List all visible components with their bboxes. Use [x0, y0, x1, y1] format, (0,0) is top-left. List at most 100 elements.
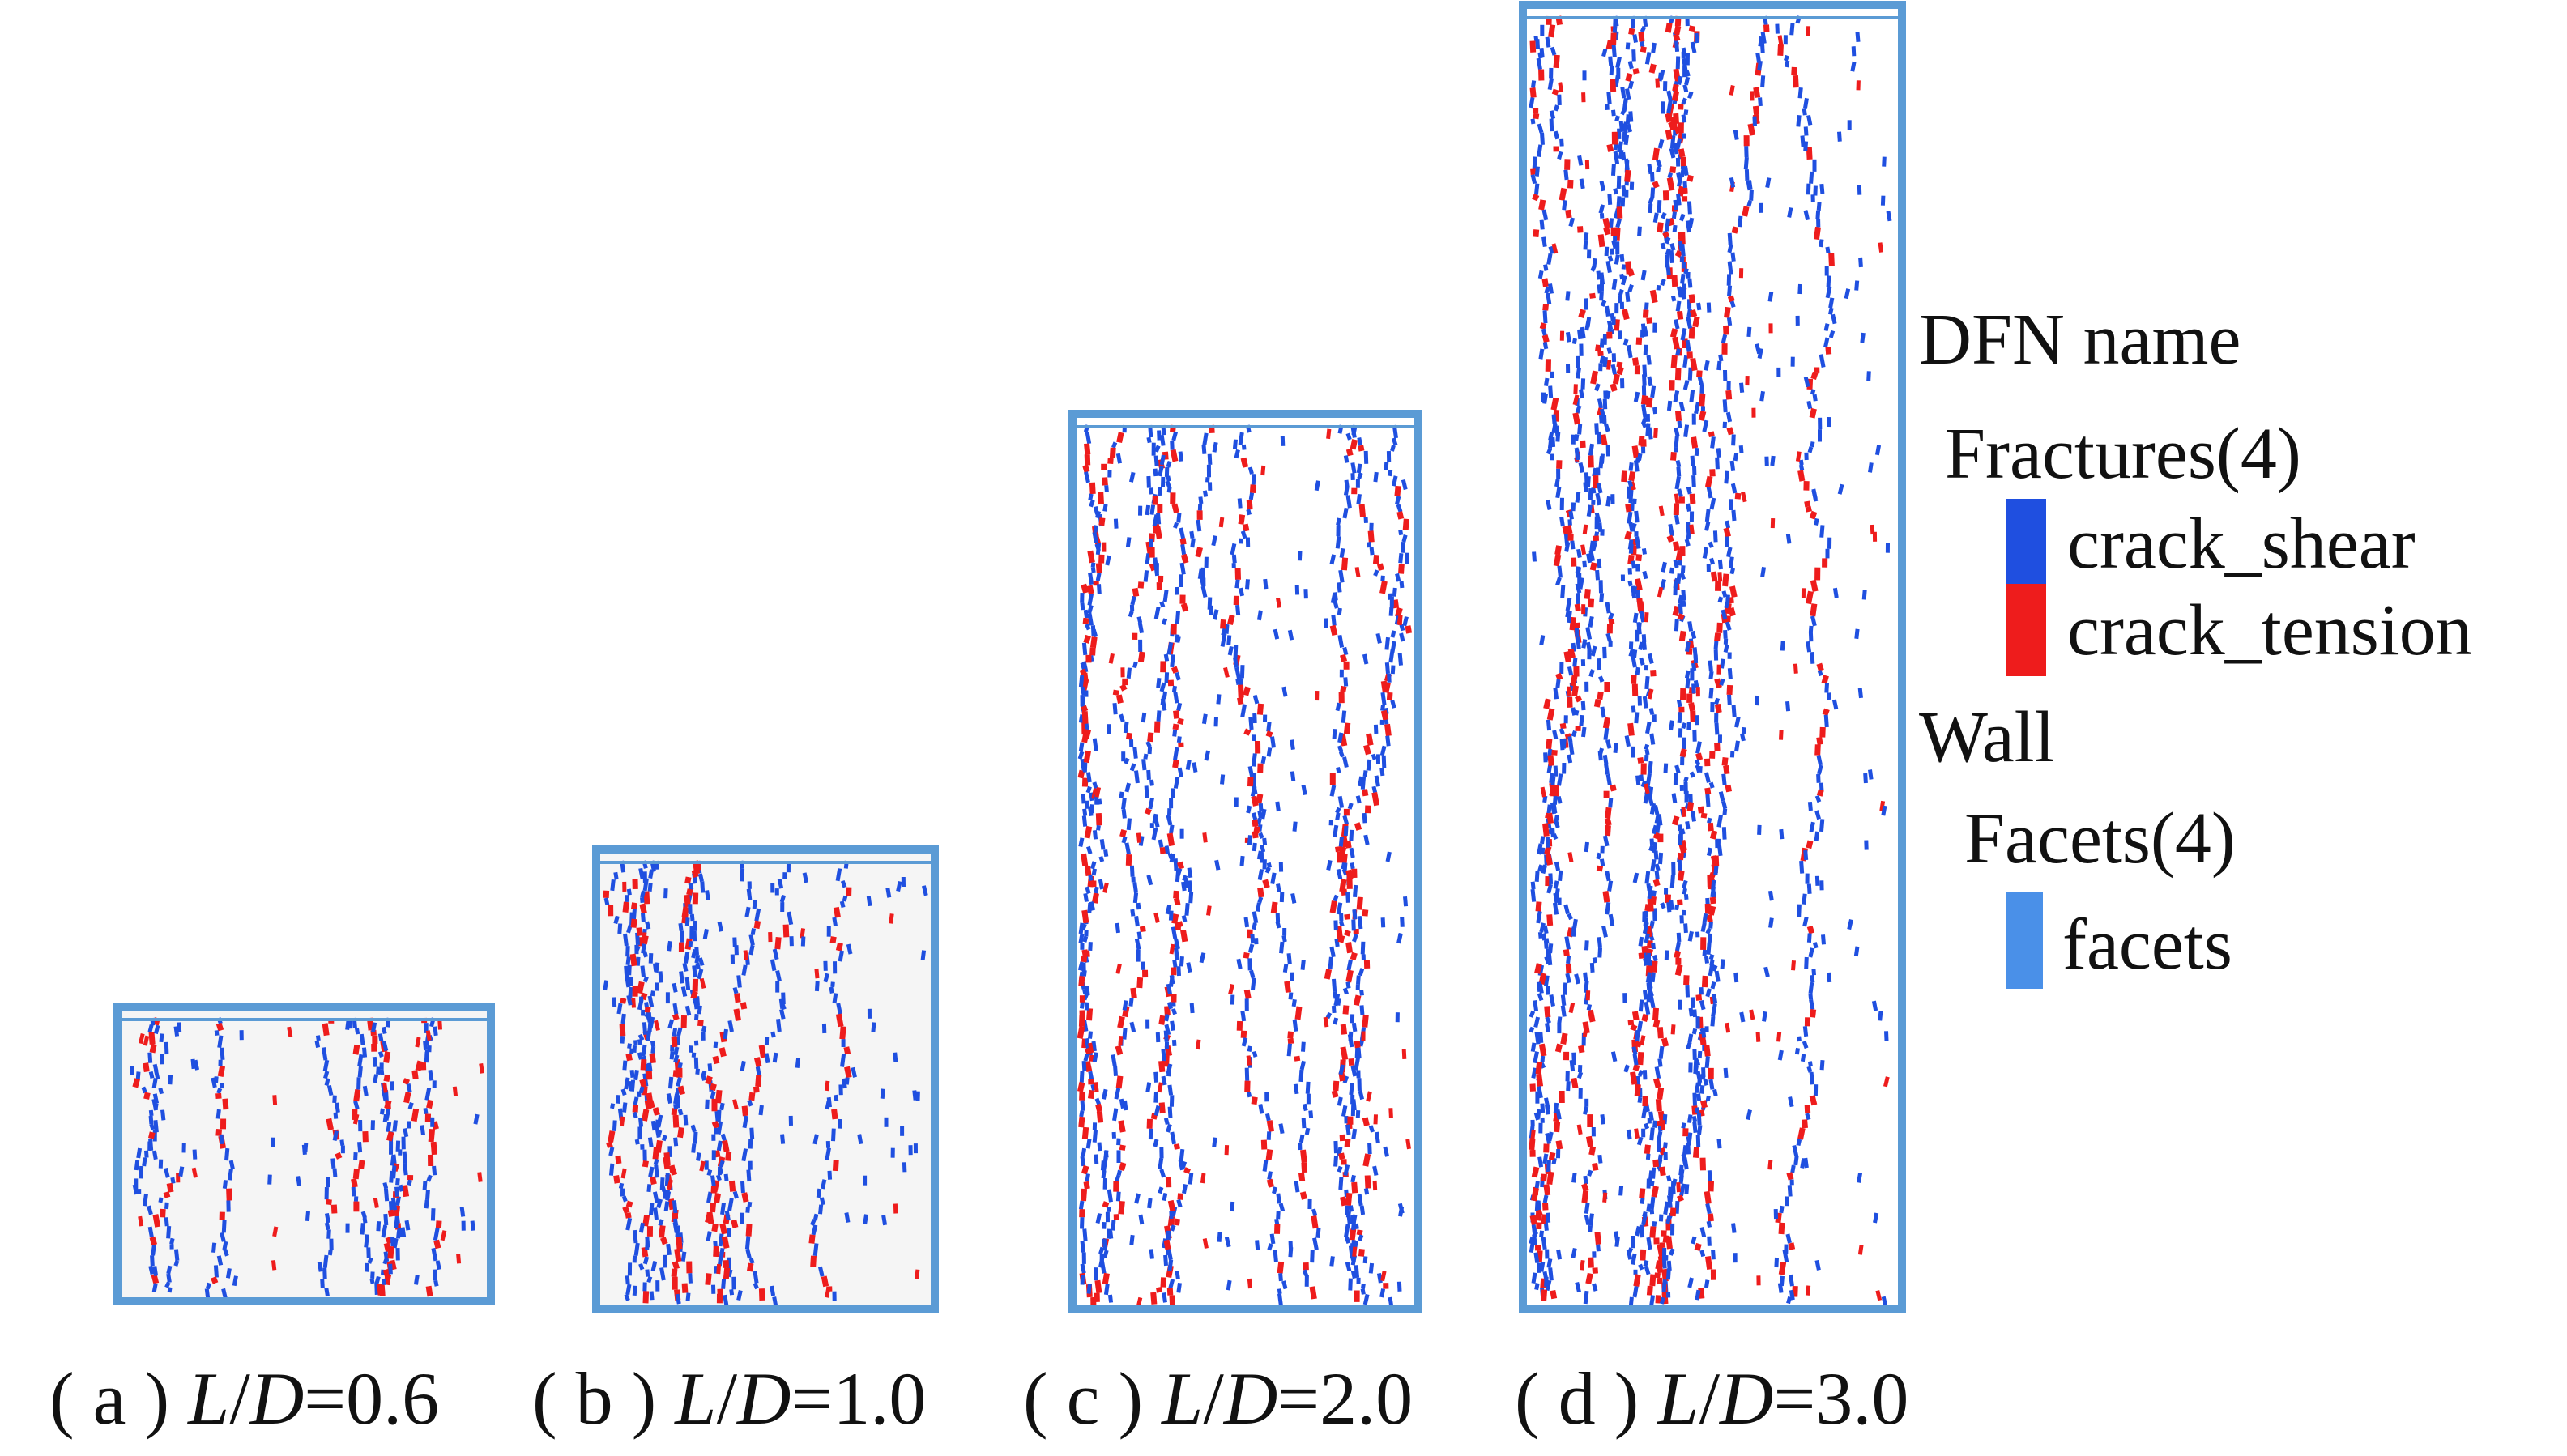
crack: [1205, 477, 1210, 483]
crack: [1625, 292, 1631, 303]
crack: [1796, 114, 1802, 127]
crack: [1638, 999, 1644, 1012]
crack: [1179, 562, 1186, 575]
crack: [638, 1086, 645, 1094]
crack: [1095, 1212, 1102, 1224]
crack: [1546, 1171, 1554, 1185]
crack: [1090, 567, 1096, 573]
crack: [1574, 622, 1580, 628]
crack: [1385, 851, 1392, 862]
crack: [1251, 977, 1256, 990]
crack: [1243, 952, 1250, 959]
crack: [374, 1275, 381, 1285]
crack: [1723, 325, 1729, 335]
crack: [1672, 224, 1678, 232]
crack: [149, 1043, 157, 1054]
crack: [620, 1036, 625, 1044]
crack: [367, 1257, 373, 1264]
crack: [1611, 279, 1618, 290]
crack: [1346, 1214, 1352, 1225]
crack: [758, 1045, 766, 1058]
crack: [1802, 893, 1807, 905]
crack: [1620, 275, 1627, 286]
crack: [1647, 376, 1653, 387]
crack: [1631, 1253, 1637, 1266]
crack: [1710, 436, 1716, 449]
crack: [1816, 662, 1824, 671]
crack: [1651, 890, 1657, 897]
crack: [1664, 236, 1671, 245]
crack: [232, 1275, 238, 1287]
crack: [1585, 1272, 1593, 1284]
crack: [1392, 587, 1397, 597]
crack: [1681, 590, 1686, 601]
crack: [1710, 571, 1718, 582]
crack: [1701, 975, 1708, 988]
crack: [1557, 151, 1563, 160]
crack: [1588, 1224, 1593, 1232]
crack: [638, 1222, 646, 1233]
crack: [215, 1092, 222, 1100]
crack: [322, 1254, 329, 1268]
crack: [1588, 540, 1595, 555]
crack: [1093, 525, 1099, 533]
crack: [715, 1174, 722, 1181]
crack: [1632, 612, 1639, 624]
crack: [322, 1059, 330, 1072]
crack: [1595, 344, 1602, 352]
crack: [710, 1091, 716, 1100]
crack: [1159, 434, 1166, 446]
crack: [1785, 700, 1791, 712]
crack: [1364, 1175, 1371, 1189]
crack: [1770, 455, 1776, 466]
crack: [433, 1227, 440, 1241]
crack: [402, 1151, 407, 1164]
crack: [1710, 1016, 1716, 1027]
crack: [1671, 815, 1680, 826]
crack: [1544, 1006, 1551, 1018]
crack: [835, 868, 842, 882]
crack: [1379, 581, 1388, 594]
crack: [1344, 913, 1350, 920]
crack: [1657, 586, 1664, 598]
crack: [1379, 745, 1387, 756]
crack: [1589, 962, 1595, 973]
crack: [1301, 1118, 1307, 1129]
crack: [220, 1047, 225, 1060]
crack: [1115, 1191, 1121, 1202]
crack: [1343, 825, 1349, 837]
crack: [1077, 1081, 1085, 1092]
crack: [1340, 1046, 1349, 1061]
crack: [1339, 547, 1345, 559]
crack: [1372, 1165, 1379, 1177]
crack: [1384, 462, 1389, 470]
crack: [1387, 673, 1392, 683]
crack: [1250, 934, 1256, 944]
crack: [227, 1169, 233, 1181]
crack: [1758, 36, 1764, 47]
crack: [1545, 36, 1551, 48]
crack: [1655, 823, 1661, 833]
crack: [1657, 1159, 1663, 1165]
crack: [1691, 811, 1696, 822]
crack: [152, 1093, 160, 1104]
crack: [164, 1202, 169, 1210]
crack: [1870, 524, 1875, 535]
crack: [1618, 1186, 1624, 1196]
crack: [1875, 1290, 1883, 1301]
crack: [1170, 440, 1175, 450]
crack: [1168, 1279, 1175, 1289]
crack: [629, 1070, 635, 1079]
crack: [1367, 541, 1372, 548]
crack: [649, 1176, 657, 1186]
crack: [1546, 1160, 1551, 1173]
crack: [1676, 193, 1682, 206]
crack: [1691, 1236, 1697, 1245]
crack: [1583, 981, 1589, 994]
crack: [1141, 712, 1147, 723]
crack: [1616, 361, 1623, 368]
crack: [1678, 833, 1683, 845]
cracks: [130, 1017, 484, 1301]
crack: [1679, 1183, 1686, 1197]
crack: [1704, 956, 1709, 964]
